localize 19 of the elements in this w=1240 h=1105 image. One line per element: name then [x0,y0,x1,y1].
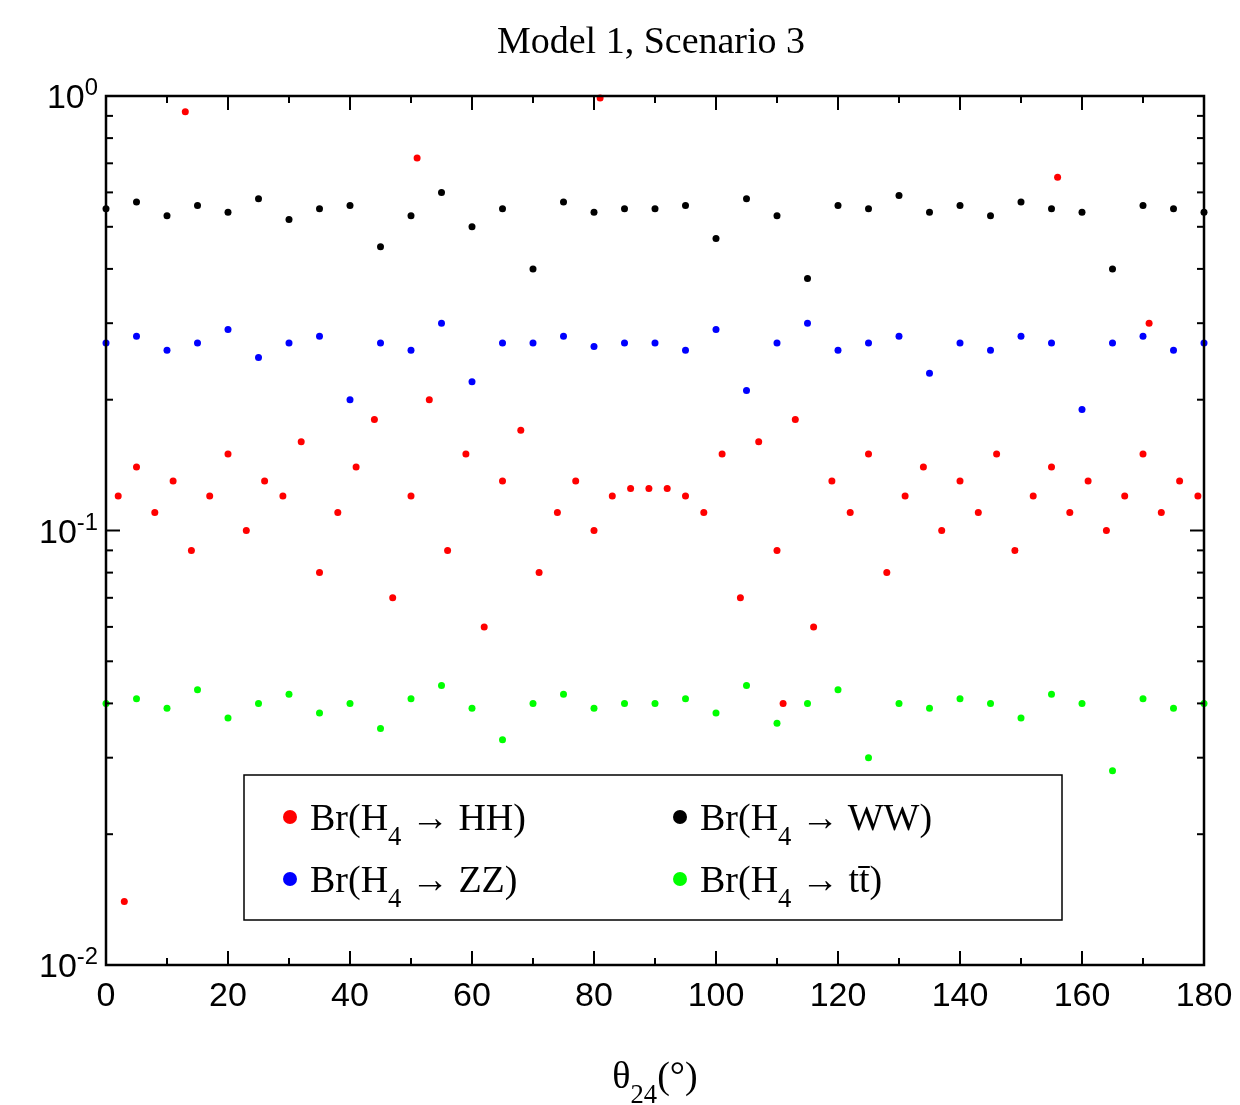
chart-title: Model 1, Scenario 3 [496,19,806,61]
legend-label: Br(H$_{4}$ → ZZ) [310,858,518,913]
x-tick-label: 180 [1175,975,1233,1013]
x-tick-label: 20 [209,975,247,1013]
x-tick-label: 0 [96,975,116,1013]
legend-label: Br(H$_{4}$ → HH) [310,796,526,851]
x-tick-label: 60 [453,975,491,1013]
x-tick-label: 120 [809,975,867,1013]
legend-label: Br(H$_{4}$ → tt̄) [700,858,883,913]
x-tick-label: 40 [331,975,369,1013]
legend-label: Br(H$_{4}$ → WW) [700,796,933,851]
y-tick-label: 10$^{-1}$ [39,507,98,550]
x-axis-title: θ$_{24}$(°) [612,1054,698,1105]
x-tick-label: 160 [1053,975,1111,1013]
x-tick-label: 100 [687,975,745,1013]
y-tick-label: 10$^{-2}$ [39,941,98,984]
y-tick-label: 10$^{0}$ [46,72,98,115]
x-tick-label: 140 [931,975,989,1013]
x-tick-label: 80 [575,975,613,1013]
